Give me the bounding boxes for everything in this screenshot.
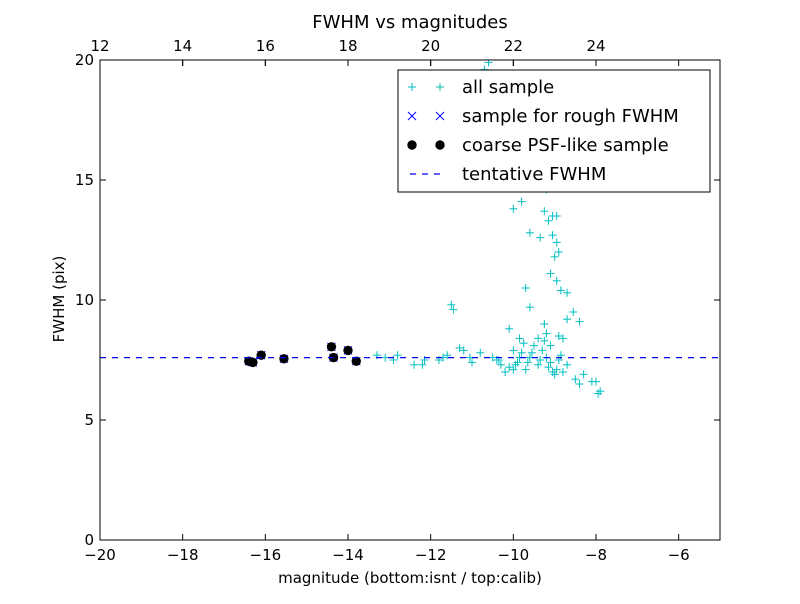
series-0: [372, 60, 605, 398]
x-tick-label: −8: [585, 546, 607, 564]
x-tick-label: −18: [167, 546, 199, 564]
top-x-tick-label: 16: [256, 37, 275, 55]
data-point: [326, 342, 337, 352]
top-x-tick-label: 12: [90, 37, 109, 55]
legend-entry: all sample: [408, 77, 554, 98]
legend-label: sample for rough FWHM: [462, 106, 679, 127]
legend-entry: sample for rough FWHM: [407, 106, 679, 127]
y-tick-label: 15: [75, 171, 94, 189]
y-tick-label: 20: [75, 51, 94, 69]
chart-title: FWHM vs magnitudes: [312, 12, 507, 33]
legend-swatch: [435, 140, 445, 150]
top-x-tick-label: 22: [504, 37, 523, 55]
x-tick-label: −16: [250, 546, 282, 564]
top-x-tick-label: 20: [421, 37, 440, 55]
data-point: [279, 354, 289, 364]
legend: all sample sample for rough FWHM coarse PS…: [397, 69, 711, 193]
top-x-tick-label: 14: [173, 37, 192, 55]
y-tick-label: 5: [84, 411, 94, 429]
y-tick-label: 0: [84, 531, 94, 549]
legend-label: tentative FWHM: [462, 164, 606, 185]
y-axis-title: FWHM (pix): [50, 256, 68, 343]
top-x-tick-label: 24: [586, 37, 605, 55]
legend-swatch: [407, 111, 417, 121]
legend-entry: coarse PSF-like sample: [407, 135, 669, 156]
x-tick-label: −20: [84, 546, 116, 564]
legend-box: [397, 69, 711, 193]
x-tick-label: −6: [668, 546, 690, 564]
legend-label: all sample: [462, 77, 554, 98]
legend-swatch: [435, 111, 445, 121]
data-point: [248, 357, 258, 368]
data-point: [343, 345, 353, 356]
x-tick-label: −10: [498, 546, 530, 564]
data-layer: [100, 60, 720, 398]
x-tick-label: −14: [332, 546, 364, 564]
y-tick-label: 10: [75, 291, 94, 309]
data-point: [351, 356, 361, 366]
series-2: [244, 342, 361, 368]
x-tick-label: −12: [415, 546, 447, 564]
legend-swatch: [407, 140, 417, 150]
x-axis-title: magnitude (bottom:isnt / top:calib): [278, 569, 542, 587]
top-x-tick-label: 18: [338, 37, 357, 55]
legend-label: coarse PSF-like sample: [462, 135, 669, 156]
legend-entry: tentative FWHM: [410, 164, 606, 185]
